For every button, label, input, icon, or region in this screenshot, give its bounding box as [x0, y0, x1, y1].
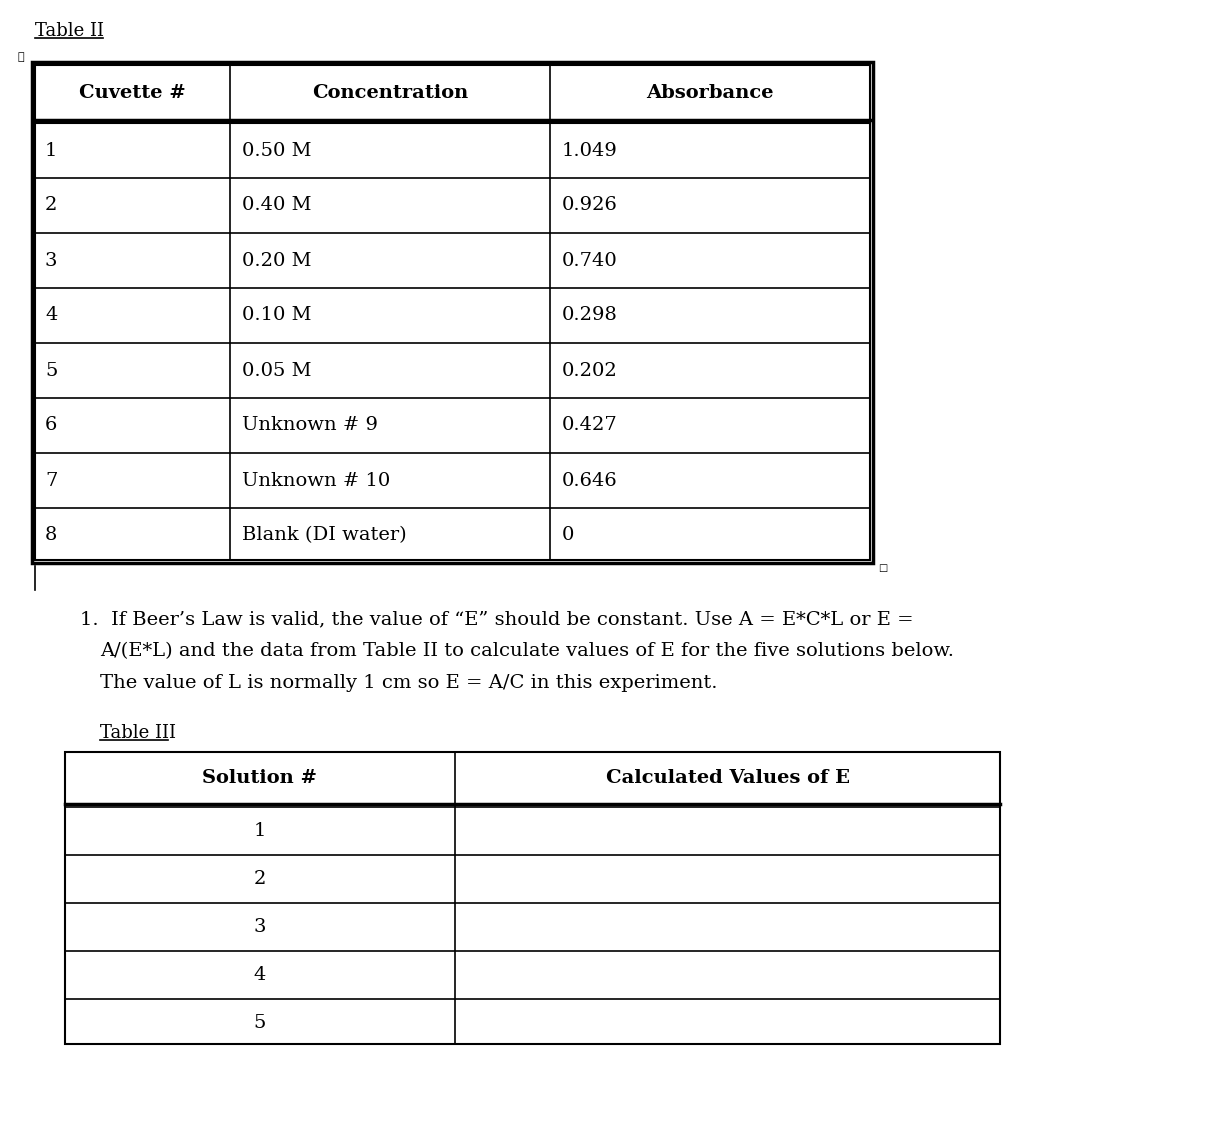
Text: 0.740: 0.740	[562, 251, 618, 269]
Text: 0.926: 0.926	[562, 197, 618, 214]
Text: 6: 6	[45, 417, 57, 435]
Text: 3: 3	[45, 251, 57, 269]
Text: 5: 5	[45, 361, 57, 379]
Text: 0.427: 0.427	[562, 417, 618, 435]
Text: 1.  If Beer’s Law is valid, the value of “E” should be constant. Use A = E*C*L o: 1. If Beer’s Law is valid, the value of …	[80, 610, 913, 628]
Bar	[64, 752, 1000, 1044]
Text: 4: 4	[45, 306, 57, 324]
Text: 0.202: 0.202	[562, 361, 618, 379]
Text: Cuvette #: Cuvette #	[79, 83, 186, 101]
Text: Table III: Table III	[100, 724, 176, 742]
Text: 0: 0	[562, 527, 574, 545]
Text: 0.298: 0.298	[562, 306, 618, 324]
Text: 0.05 M: 0.05 M	[242, 361, 311, 379]
Text: Solution #: Solution #	[203, 769, 317, 787]
Text: 4: 4	[254, 966, 266, 984]
Text: Blank (DI water): Blank (DI water)	[242, 527, 406, 545]
Text: 2: 2	[45, 197, 57, 214]
Text: 1: 1	[254, 822, 266, 840]
Text: A/(E*L) and the data from Table II to calculate values of E for the five solutio: A/(E*L) and the data from Table II to ca…	[100, 642, 955, 660]
Text: 1.049: 1.049	[562, 142, 618, 160]
Text: 0.20 M: 0.20 M	[242, 251, 311, 269]
Text: Absorbance: Absorbance	[646, 83, 773, 101]
Text: 0.10 M: 0.10 M	[242, 306, 311, 324]
Text: 3: 3	[254, 918, 266, 936]
Text: 7: 7	[45, 472, 57, 490]
Bar	[32, 62, 873, 563]
Text: 2: 2	[254, 870, 266, 888]
Text: 0.50 M: 0.50 M	[242, 142, 311, 160]
Text: Table II: Table II	[35, 23, 105, 41]
Text: The value of L is normally 1 cm so E = A/C in this experiment.: The value of L is normally 1 cm so E = A…	[100, 674, 717, 692]
Text: 8: 8	[45, 527, 57, 545]
Text: 5: 5	[254, 1015, 266, 1033]
Text: Calculated Values of E: Calculated Values of E	[606, 769, 850, 787]
Bar	[35, 65, 869, 560]
Text: Concentration: Concentration	[311, 83, 468, 101]
Text: 0.40 M: 0.40 M	[242, 197, 311, 214]
Text: □: □	[878, 563, 888, 572]
Text: 1: 1	[45, 142, 57, 160]
Text: 0.646: 0.646	[562, 472, 618, 490]
Text: ✚: ✚	[18, 52, 24, 62]
Text: Unknown # 10: Unknown # 10	[242, 472, 390, 490]
Text: Unknown # 9: Unknown # 9	[242, 417, 378, 435]
